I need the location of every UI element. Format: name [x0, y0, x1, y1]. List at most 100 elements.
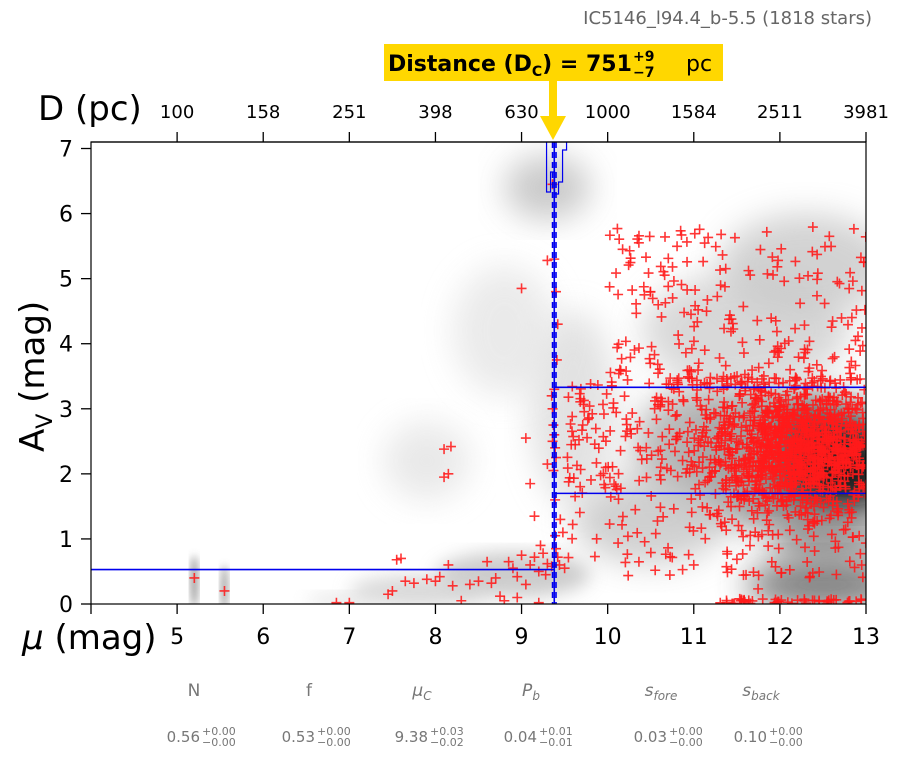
star-marker — [712, 373, 723, 384]
star-marker — [731, 462, 742, 473]
star-marker — [833, 475, 844, 486]
star-marker — [717, 249, 728, 260]
star-marker — [831, 414, 842, 425]
y-tick-label: 3 — [59, 398, 73, 423]
star-marker — [770, 345, 781, 356]
star-marker — [821, 450, 832, 461]
star-marker — [773, 596, 784, 604]
top-tick-label: 2511 — [757, 102, 803, 123]
star-marker — [714, 422, 725, 433]
star-marker — [667, 399, 678, 410]
star-marker — [697, 452, 708, 463]
star-marker — [808, 531, 819, 542]
star-marker — [819, 456, 830, 467]
y-tick-label: 1 — [59, 528, 73, 553]
star-marker — [848, 532, 859, 543]
star-marker — [568, 431, 579, 442]
star-marker — [816, 469, 827, 480]
star-marker — [765, 468, 776, 479]
star-marker — [703, 394, 714, 405]
star-marker — [734, 593, 745, 604]
star-marker — [790, 426, 801, 437]
star-marker — [665, 551, 676, 562]
param-err-plus: +0.00 — [202, 725, 236, 738]
density-blob — [306, 592, 376, 604]
star-marker — [849, 562, 860, 573]
star-marker — [785, 448, 796, 459]
model-lines — [91, 142, 866, 604]
star-marker — [645, 358, 656, 369]
star-marker — [754, 334, 765, 345]
star-marker — [833, 510, 844, 521]
star-marker — [771, 326, 782, 337]
star-marker — [507, 563, 518, 574]
star-marker — [842, 498, 853, 509]
star-marker — [831, 383, 842, 394]
star-marker — [732, 443, 743, 454]
star-marker — [675, 225, 686, 236]
star-marker — [817, 394, 828, 405]
top-tick-label: 3981 — [843, 102, 889, 123]
star-marker — [753, 362, 764, 373]
star-marker — [745, 530, 756, 541]
star-marker — [655, 261, 666, 272]
star-marker — [542, 459, 553, 470]
star-marker — [443, 559, 454, 570]
star-marker — [779, 471, 790, 482]
star-marker — [710, 408, 721, 419]
star-marker — [630, 504, 641, 515]
annotation-unit: pc — [686, 52, 712, 77]
star-marker — [653, 368, 664, 379]
star-marker — [731, 470, 742, 481]
star-marker — [705, 509, 716, 520]
star-marker — [811, 359, 822, 370]
star-marker — [721, 561, 732, 572]
star-marker — [766, 556, 777, 567]
star-marker — [720, 360, 731, 371]
param-name: μC — [411, 681, 432, 703]
param-err-plus: +0.01 — [539, 725, 573, 738]
param-value: 0.04 — [504, 728, 537, 746]
star-marker — [715, 280, 726, 291]
star-marker — [646, 341, 657, 352]
star-marker — [823, 391, 834, 402]
star-marker — [796, 483, 807, 494]
star-marker — [844, 507, 855, 518]
star-marker — [816, 444, 827, 455]
star-marker — [845, 462, 856, 473]
annotation-arrow-head — [540, 116, 566, 140]
param-value: 9.38 — [395, 728, 428, 746]
star-marker — [516, 283, 527, 294]
star-marker — [805, 452, 816, 463]
star-marker — [825, 433, 836, 444]
star-marker — [709, 465, 720, 476]
star-marker — [814, 395, 825, 406]
star-marker — [687, 460, 698, 471]
star-marker — [839, 433, 850, 444]
star-marker — [781, 399, 792, 410]
star-marker — [753, 395, 764, 406]
star-marker — [699, 377, 710, 388]
star-marker — [718, 402, 729, 413]
star-marker — [744, 496, 755, 507]
star-marker — [634, 475, 645, 486]
star-marker — [775, 427, 786, 438]
star-marker — [836, 312, 847, 323]
star-marker — [847, 419, 858, 430]
star-marker — [456, 595, 467, 604]
star-marker — [667, 261, 678, 272]
star-marker — [834, 468, 845, 479]
star-marker — [767, 529, 778, 540]
star-marker — [702, 502, 713, 513]
star-marker — [729, 598, 740, 604]
star-marker — [747, 406, 758, 417]
star-marker — [703, 437, 714, 448]
star-marker — [579, 406, 590, 417]
star-marker — [802, 507, 813, 518]
star-marker — [745, 389, 756, 400]
star-marker — [803, 270, 814, 281]
star-marker — [722, 546, 733, 557]
star-marker — [613, 289, 624, 300]
star-marker — [784, 564, 795, 575]
star-marker — [752, 432, 763, 443]
